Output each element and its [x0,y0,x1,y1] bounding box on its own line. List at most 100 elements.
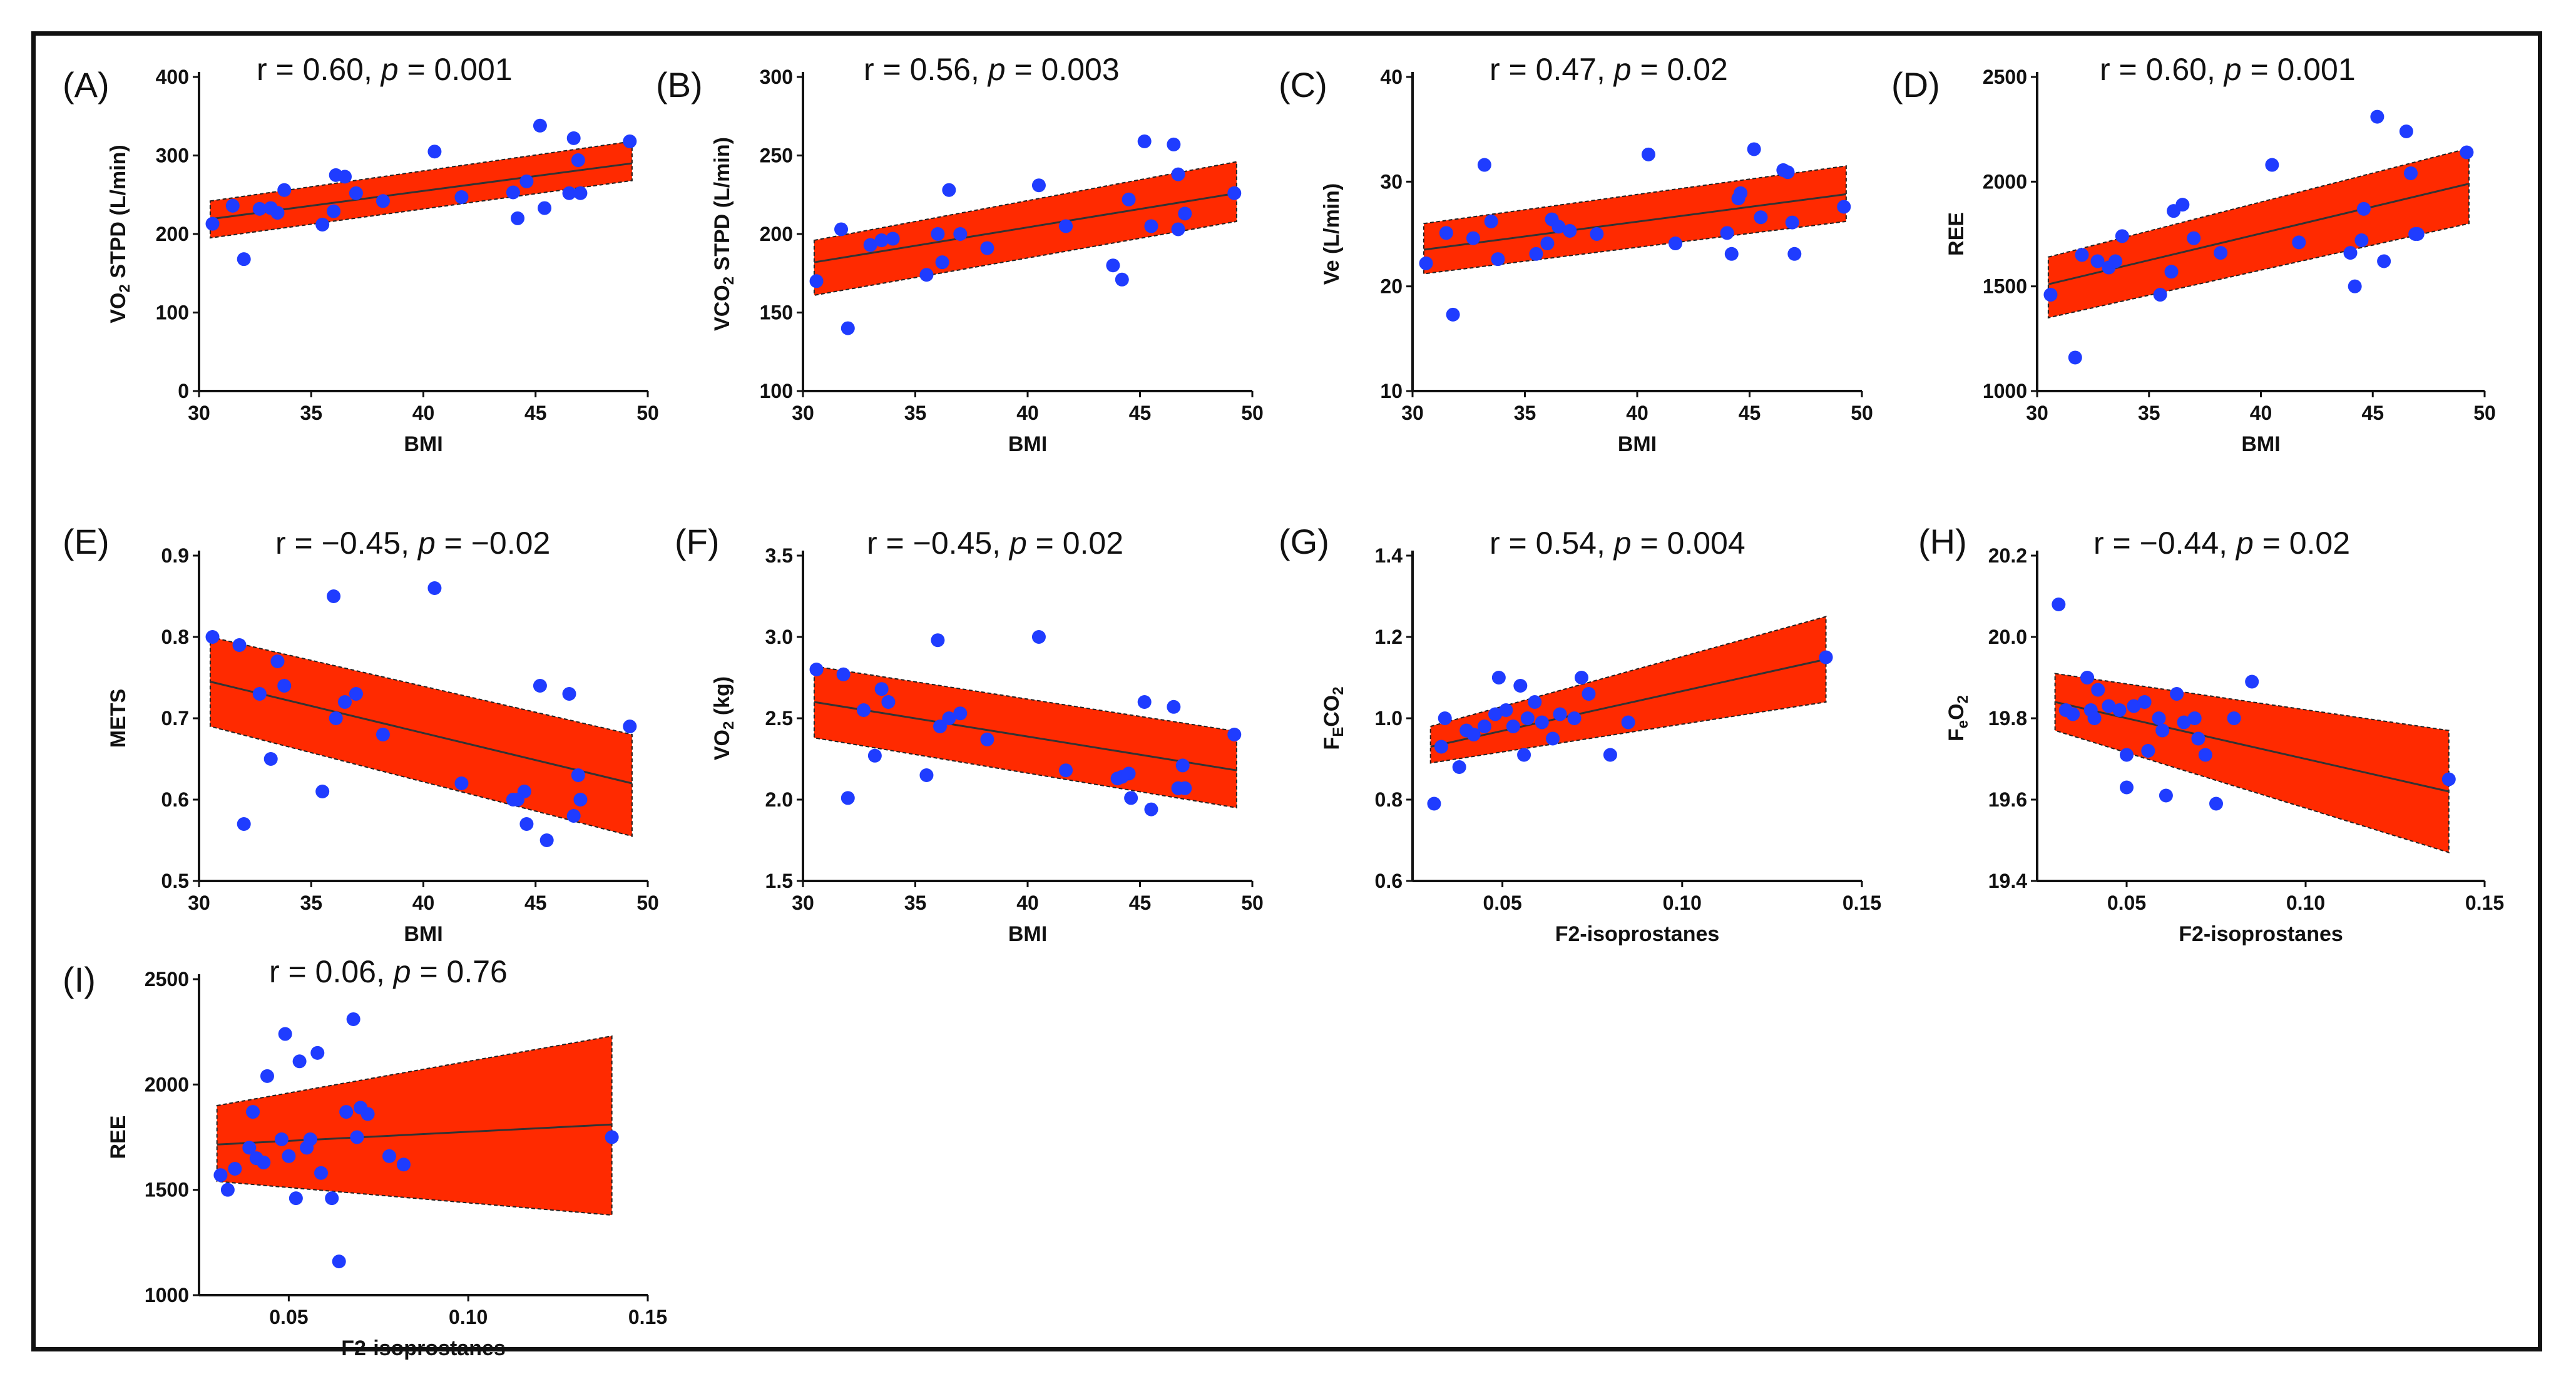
correlation-stat: r = 0.60, p = 0.001 [257,52,513,87]
data-point [2399,125,2413,139]
p-symbol: p [392,954,411,989]
data-point [1171,167,1185,181]
correlation-stat: r = −0.45, p = 0.02 [867,526,1123,561]
data-point [533,118,547,133]
x-tick-label: 30 [188,892,210,914]
data-point [1452,760,1466,774]
data-point [278,1027,292,1041]
data-point [1477,158,1491,172]
data-point [1574,671,1588,684]
y-tick-label: 2000 [145,1073,189,1096]
data-point [1669,237,1683,251]
data-point [1491,671,1506,684]
data-point [325,1191,339,1206]
x-tick-label: 45 [524,892,547,914]
data-point [1528,695,1542,709]
data-point [2115,229,2129,243]
data-point [980,732,994,746]
data-point [2112,703,2127,717]
data-point [1535,715,1549,730]
data-point [274,1132,289,1146]
data-point [571,153,585,168]
data-point [350,1130,364,1144]
panel-a: (A) r = 0.60, p = 0.001 30 35 40 45 50 0 100 200 3… [63,52,659,456]
r-value: r = −0.45, [275,526,418,561]
figure-frame [31,31,2542,1351]
x-tick-label: 40 [412,402,435,424]
data-point [2159,788,2173,803]
x-tick-label: 40 [1016,892,1039,914]
correlation-stat: r = −0.45, p = −0.02 [275,526,550,561]
data-point [2460,145,2474,160]
data-point [1031,178,1046,193]
data-point [1641,147,1655,161]
data-point [205,630,220,644]
x-tick-label: 45 [2361,402,2384,424]
y-title-rest: CO [1320,695,1344,727]
x-axis-title: BMI [404,922,442,946]
data-point [1059,763,1073,778]
y-axis-title: REE [106,1116,130,1159]
x-axis-title: F2-isoprostanes [2179,922,2343,946]
data-point [841,791,855,805]
data-point [427,145,442,159]
y-title-subscript: e [1955,720,1971,728]
data-point [205,216,220,231]
x-tick-label: 35 [300,402,322,424]
p-symbol: p [380,52,399,87]
y-tick-label: 300 [760,66,793,88]
data-point [2052,598,2066,611]
y-title-main: Ve (L/min) [1320,183,1344,285]
x-tick-label: 0.05 [1483,892,1521,914]
data-point [1031,630,1046,644]
data-point [2356,201,2371,216]
regression-line [210,681,633,785]
y-tick-label: 0.5 [161,870,189,892]
data-point [1590,227,1604,241]
data-point [980,241,994,255]
data-point [519,174,534,188]
data-point [314,1166,329,1180]
y-tick-label: 250 [760,145,793,167]
data-point [1144,219,1158,233]
y-axis-title: VO2 STPD (L/min) [106,145,133,323]
data-point [2209,796,2223,811]
data-point [232,638,247,652]
data-point [338,695,352,709]
data-point [2292,235,2306,250]
x-tick-label: 40 [2250,402,2272,424]
data-point [834,222,849,237]
data-point [2080,671,2095,684]
y-tick-label: 1000 [1983,380,2027,402]
data-point [2120,748,2134,762]
data-point [228,1162,242,1176]
data-point [454,776,469,790]
r-value: r = −0.44, [2093,526,2236,561]
data-point [1837,200,1851,214]
data-point [349,687,363,701]
data-point [2075,248,2089,262]
data-point [571,768,585,782]
x-tick-label: 30 [1401,402,1424,424]
data-point [1540,237,1555,251]
panel-letter: (E) [63,522,110,561]
y-tick-label: 3.5 [765,544,793,567]
panel-letter: (B) [656,65,703,104]
x-tick-label: 0.15 [1843,892,1881,914]
y-title-main: METS [106,689,130,748]
x-tick-label: 45 [1129,892,1152,914]
y-title-rest: STPD (L/min) [106,145,130,284]
data-point [1582,687,1596,701]
data-point [2091,683,2105,697]
y-tick-label: 2000 [1983,170,2027,193]
p-symbol: p [2235,526,2254,561]
x-tick-label: 30 [2026,402,2048,424]
data-point [1167,700,1181,714]
confidence-band [1429,616,1827,764]
x-tick-label: 50 [1241,402,1264,424]
y-title-main: REE [1945,212,1968,256]
p-value: = 0.02 [1632,52,1728,87]
data-point [1477,720,1491,733]
x-tick-label: 0.15 [628,1306,667,1328]
panel-letter: (H) [1918,522,1967,561]
